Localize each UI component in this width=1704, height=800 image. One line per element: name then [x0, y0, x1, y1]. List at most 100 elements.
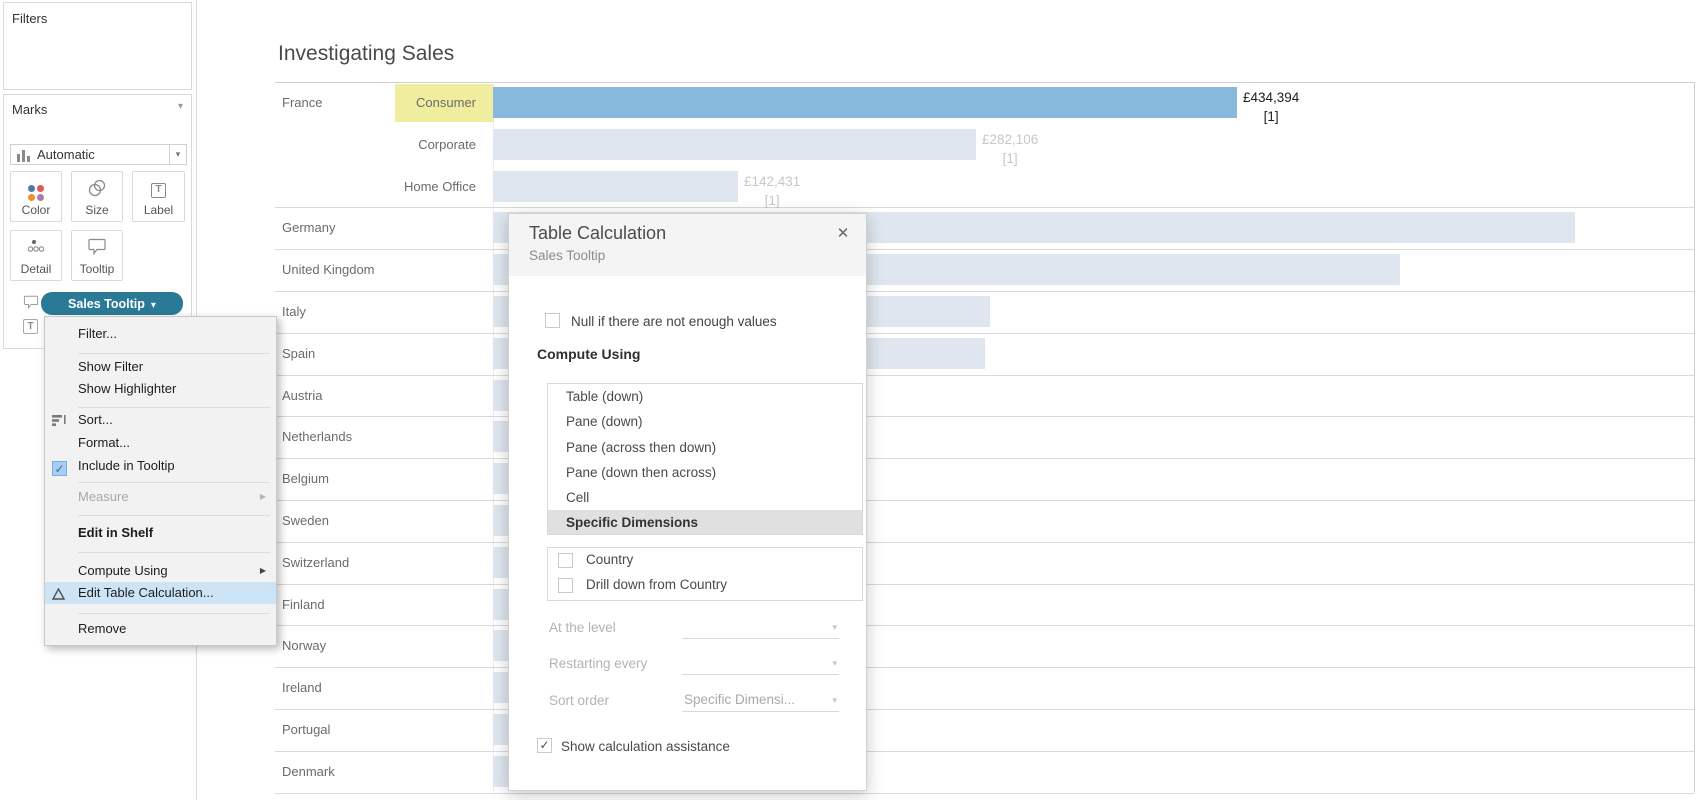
country-label[interactable]: Austria [282, 387, 323, 403]
chevron-down-icon[interactable]: ▾ [169, 145, 186, 164]
compute-using-option[interactable]: Pane (down then across) [566, 464, 717, 480]
chevron-down-icon[interactable]: ▾ [832, 695, 837, 705]
dropdown-label: At the level [549, 620, 616, 635]
dialog-subtitle: Sales Tooltip [529, 248, 606, 263]
menu-item-label: Filter... [78, 326, 118, 341]
mark-type-value: Automatic [37, 147, 95, 162]
chevron-down-icon[interactable]: ▾ [177, 101, 183, 112]
menu-item-sort[interactable]: Sort... [45, 409, 276, 431]
sheet-title: Investigating Sales [278, 42, 455, 65]
checkmark-icon: ✓ [52, 458, 70, 476]
label-button[interactable]: T Label [132, 171, 185, 222]
menu-separator [78, 482, 270, 483]
marks-card: Marks ▾ Automatic ▾ Color Size T Label [3, 94, 192, 349]
dimension-checkbox[interactable] [558, 578, 573, 593]
size-button[interactable]: Size [71, 171, 123, 222]
row-separator [275, 291, 1694, 292]
menu-item-filter[interactable]: Filter... [45, 323, 276, 345]
segment-label[interactable]: Home Office [403, 178, 476, 194]
delta-icon [51, 585, 70, 601]
menu-item-label: Edit in Shelf [78, 525, 154, 540]
sales-tooltip-pill[interactable]: Sales Tooltip ▾ [41, 292, 183, 315]
menu-separator [78, 515, 270, 516]
dropdown-control[interactable]: ▾ [682, 618, 839, 639]
menu-item-remove[interactable]: Remove [45, 618, 276, 640]
country-label[interactable]: Ireland [282, 680, 322, 696]
marks-label: Marks [12, 102, 48, 117]
dropdown-control[interactable]: ▾ [682, 654, 839, 675]
menu-item-format[interactable]: Format... [45, 432, 276, 454]
menu-item-edit-table-calculation[interactable]: Edit Table Calculation... [45, 582, 276, 604]
size-button-label: Size [85, 203, 109, 217]
country-label[interactable]: Sweden [282, 513, 329, 528]
detail-button[interactable]: Detail [10, 230, 62, 281]
pill-label: Sales Tooltip [68, 297, 145, 311]
menu-item-edit-in-shelf[interactable]: Edit in Shelf [45, 522, 276, 544]
dialog-title: Table Calculation [529, 223, 667, 243]
menu-item-label: Edit Table Calculation... [78, 585, 214, 600]
dropdown-value: Specific Dimensi... [684, 692, 796, 707]
compute-using-option[interactable]: Cell [566, 490, 590, 506]
sales-bar[interactable] [493, 128, 976, 160]
chevron-down-icon[interactable]: ▾ [832, 658, 837, 668]
highlighted-segment-cell[interactable] [395, 83, 493, 123]
row-separator [275, 249, 1694, 251]
menu-item-show-highlighter[interactable]: Show Highlighter [45, 378, 276, 400]
country-label[interactable]: Germany [282, 220, 336, 236]
compute-using-option[interactable]: Pane (across then down) [566, 439, 717, 455]
close-icon[interactable]: ✕ [836, 225, 850, 242]
bar-value-label: £282,106 [1] [982, 131, 1039, 166]
country-label[interactable]: United Kingdom [282, 262, 375, 278]
tooltip-button[interactable]: Tooltip [71, 230, 123, 281]
menu-item-include-in-tooltip[interactable]: ✓ Include in Tooltip [45, 455, 276, 477]
dimension-label: Country [586, 552, 634, 567]
menu-item-measure[interactable]: Measure ▶ [45, 486, 276, 508]
dialog-header: Table Calculation Sales Tooltip ✕ [509, 214, 866, 276]
country-label[interactable]: Denmark [282, 763, 335, 779]
country-label[interactable]: Italy [282, 304, 306, 319]
specific-dimensions-box: Country Drill down from Country [547, 547, 863, 601]
color-button-label: Color [21, 203, 51, 217]
bar-chart-icon [16, 148, 32, 167]
tooltip-button-label: Tooltip [79, 262, 115, 276]
dropdown-label: Restarting every [549, 656, 648, 671]
menu-item-label: Format... [78, 435, 131, 450]
row-separator [275, 709, 1694, 710]
mark-type-dropdown[interactable]: Automatic ▾ [10, 144, 187, 165]
menu-item-show-filter[interactable]: Show Filter [45, 356, 276, 378]
text-label-icon: T [133, 179, 184, 199]
country-label[interactable]: Spain [282, 345, 316, 361]
compute-using-listbox: Table (down) Pane (down) Pane (across then… [547, 383, 863, 535]
text-mark-chip[interactable]: T [23, 319, 38, 334]
row-separator [275, 667, 1694, 669]
row-separator [275, 458, 1694, 460]
segment-label[interactable]: Consumer [416, 95, 476, 110]
sales-bar[interactable] [493, 87, 1237, 118]
chevron-down-icon[interactable]: ▾ [832, 622, 837, 632]
dropdown-control[interactable]: Specific Dimensi... ▾ [682, 691, 839, 712]
country-label[interactable]: Finland [282, 596, 325, 612]
country-label[interactable]: France [282, 95, 323, 110]
compute-using-option[interactable]: Pane (down) [566, 414, 643, 430]
country-label[interactable]: Netherlands [282, 429, 353, 445]
null-values-checkbox[interactable] [545, 313, 560, 328]
row-separator [275, 416, 1694, 418]
menu-item-compute-using[interactable]: Compute Using ▶ [45, 560, 276, 582]
compute-using-option[interactable]: Specific Dimensions [548, 510, 862, 534]
country-label[interactable]: Switzerland [282, 554, 350, 570]
sales-bar[interactable] [493, 170, 738, 202]
null-values-label: Null if there are not enough values [571, 314, 777, 329]
color-button[interactable]: Color [10, 171, 62, 222]
chart-top-border [275, 82, 1694, 83]
chart-right-border [1694, 82, 1695, 793]
dimension-checkbox[interactable] [558, 553, 573, 568]
calculation-assistance-checkbox[interactable]: ✓ [537, 738, 552, 753]
segment-label[interactable]: Corporate [418, 136, 476, 152]
country-label[interactable]: Portugal [282, 722, 331, 737]
menu-item-label: Show Highlighter [78, 381, 177, 396]
bar-value-label: £434,394 [1] [1243, 90, 1300, 124]
country-label[interactable]: Belgium [282, 471, 329, 487]
country-label[interactable]: Norway [282, 638, 327, 654]
compute-using-option[interactable]: Table (down) [566, 389, 644, 404]
submenu-arrow-icon: ▶ [259, 492, 266, 501]
